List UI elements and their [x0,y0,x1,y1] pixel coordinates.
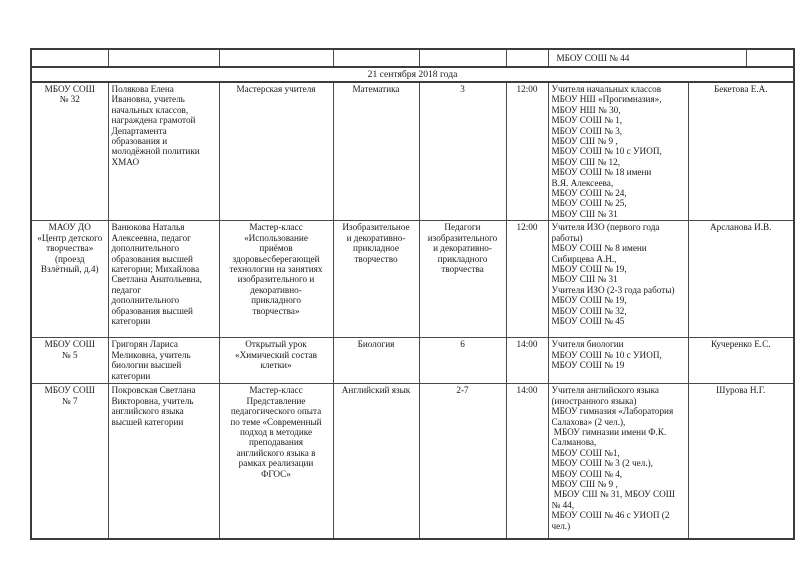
teacher-cell: Григорян Лариса Меликовна, учитель биоло… [107,337,220,385]
responsible-cell: Шурова Н.Г. [687,383,795,540]
teacher-cell: Покровская Светлана Викторовна, учитель … [107,383,220,540]
time-cell: 12:00 [505,81,549,222]
school-cell: МБОУ СОШ № 32 [30,81,109,222]
date-cell: 21 сентября 2018 года [30,66,795,83]
continuation-cell [107,48,220,68]
time-cell: 14:00 [505,383,549,540]
participants-cell: Учителя биологии МБОУ СОШ № 10 с УИОП, М… [547,337,689,385]
continuation-cell [332,48,420,68]
event-cell: Мастер-класс Представление педагогическо… [218,383,334,540]
date-row: 21 сентября 2018 года [30,66,795,83]
subject-cell: Изобразительное и декоративно- прикладно… [332,220,420,339]
event-cell: Открытый урок «Химический состав клетки» [218,337,334,385]
responsible-cell: Арсланова И.В. [687,220,795,339]
school-cell: МБОУ СОШ № 5 [30,337,109,385]
continuation-row: МБОУ СОШ № 44 [30,48,795,68]
table-row: МБОУ СОШ № 5 Григорян Лариса Меликовна, … [30,337,795,385]
time-cell: 12:00 [505,220,549,339]
audience-cell: Педагоги изобразительного и декоративно-… [418,220,507,339]
responsible-cell: Бекетова Е.А. [687,81,795,222]
continuation-cell [745,48,795,68]
school-cell: МАОУ ДО «Центр детского творчества» (про… [30,220,109,339]
event-cell: Мастерская учителя [218,81,334,222]
school-cell: МБОУ СОШ № 7 [30,383,109,540]
table-row: МБОУ СОШ № 32 Полякова Елена Ивановна, у… [30,81,795,222]
participants-cell: Учителя начальных классов МБОУ НШ «Проги… [547,81,689,222]
continuation-school-cell: МБОУ СОШ № 44 [547,48,747,68]
continuation-cell [418,48,507,68]
subject-cell: Биология [332,337,420,385]
event-cell: Мастер-класс «Использование приёмов здор… [218,220,334,339]
teacher-cell: Ванюкова Наталья Алексеевна, педагог доп… [107,220,220,339]
schedule-table: МБОУ СОШ № 44 21 сентября 2018 года МБОУ… [30,48,796,540]
teacher-cell: Полякова Елена Ивановна, учитель начальн… [107,81,220,222]
audience-cell: 2-7 [418,383,507,540]
subject-cell: Английский язык [332,383,420,540]
audience-cell: 3 [418,81,507,222]
continuation-cell [218,48,334,68]
audience-cell: 6 [418,337,507,385]
participants-cell: Учителя ИЗО (первого года работы) МБОУ С… [547,220,689,339]
responsible-cell: Кучеренко Е.С. [687,337,795,385]
table-row: МАОУ ДО «Центр детского творчества» (про… [30,220,795,339]
time-cell: 14:00 [505,337,549,385]
participants-cell: Учителя английского языка (иностранного … [547,383,689,540]
table-row: МБОУ СОШ № 7 Покровская Светлана Викторо… [30,383,795,540]
continuation-cell [30,48,109,68]
continuation-cell [505,48,549,68]
subject-cell: Математика [332,81,420,222]
